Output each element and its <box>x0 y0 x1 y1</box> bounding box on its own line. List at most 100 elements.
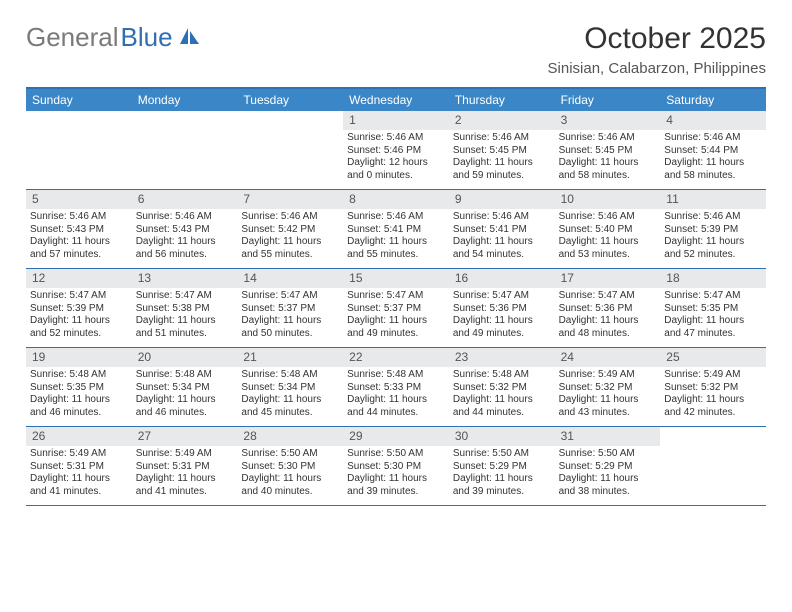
sunset-line: Sunset: 5:34 PM <box>241 382 339 395</box>
day-number: 13 <box>132 269 238 288</box>
sunrise-line: Sunrise: 5:47 AM <box>241 290 339 303</box>
daylight-line: Daylight: 11 hours and 39 minutes. <box>453 473 551 498</box>
sunset-line: Sunset: 5:29 PM <box>453 461 551 474</box>
calendar-day: 13Sunrise: 5:47 AMSunset: 5:38 PMDayligh… <box>132 269 238 347</box>
calendar-day: 16Sunrise: 5:47 AMSunset: 5:36 PMDayligh… <box>449 269 555 347</box>
sunrise-line: Sunrise: 5:46 AM <box>136 211 234 224</box>
daylight-line: Daylight: 11 hours and 43 minutes. <box>559 394 657 419</box>
sunset-line: Sunset: 5:33 PM <box>347 382 445 395</box>
sunrise-line: Sunrise: 5:47 AM <box>347 290 445 303</box>
sunset-line: Sunset: 5:32 PM <box>453 382 551 395</box>
sunset-line: Sunset: 5:39 PM <box>664 224 762 237</box>
daylight-line: Daylight: 11 hours and 41 minutes. <box>30 473 128 498</box>
day-number: 8 <box>343 190 449 209</box>
sunrise-line: Sunrise: 5:47 AM <box>559 290 657 303</box>
sunrise-line: Sunrise: 5:46 AM <box>453 211 551 224</box>
sunset-line: Sunset: 5:32 PM <box>664 382 762 395</box>
calendar-week: 1 Sunrise: 5:46 AM Sunset: 5:46 PM Daylight… <box>26 111 766 190</box>
calendar-day: 19Sunrise: 5:48 AMSunset: 5:35 PMDayligh… <box>26 348 132 426</box>
sunset-line: Sunset: 5:32 PM <box>559 382 657 395</box>
sunset-line: Sunset: 5:34 PM <box>136 382 234 395</box>
daylight-line: Daylight: 11 hours and 46 minutes. <box>136 394 234 419</box>
calendar-week: 19Sunrise: 5:48 AMSunset: 5:35 PMDayligh… <box>26 348 766 427</box>
day-number: 1 <box>343 111 449 130</box>
sunset-line: Sunset: 5:30 PM <box>347 461 445 474</box>
sunset-line: Sunset: 5:30 PM <box>241 461 339 474</box>
calendar-day: 2 Sunrise: 5:46 AMSunset: 5:45 PMDaylight… <box>449 111 555 189</box>
page-subtitle: Sinisian, Calabarzon, Philippines <box>548 60 766 77</box>
calendar-day: 27 Sunrise: 5:49 AMSunset: 5:31 PMDayligh… <box>132 427 238 505</box>
sunrise-line: Sunrise: 5:49 AM <box>559 369 657 382</box>
daylight-line: Daylight: 11 hours and 55 minutes. <box>241 236 339 261</box>
calendar-day: 26Sunrise: 5:49 AMSunset: 5:31 PMDayligh… <box>26 427 132 505</box>
day-number: 21 <box>237 348 343 367</box>
daylight-line: Daylight: 11 hours and 38 minutes. <box>559 473 657 498</box>
calendar-day <box>660 427 766 505</box>
sunrise-line: Sunrise: 5:47 AM <box>136 290 234 303</box>
day-number: 14 <box>237 269 343 288</box>
day-number: 6 <box>132 190 238 209</box>
daylight-line: Daylight: 11 hours and 41 minutes. <box>136 473 234 498</box>
sail-icon <box>177 26 201 46</box>
day-number: 20 <box>132 348 238 367</box>
day-number: 25 <box>660 348 766 367</box>
calendar-day: 14Sunrise: 5:47 AMSunset: 5:37 PMDayligh… <box>237 269 343 347</box>
calendar-day: 24Sunrise: 5:49 AMSunset: 5:32 PMDayligh… <box>555 348 661 426</box>
header: General Blue October 2025 Sinisian, Cala… <box>26 22 766 77</box>
daylight-line: Daylight: 11 hours and 39 minutes. <box>347 473 445 498</box>
sunrise-line: Sunrise: 5:46 AM <box>241 211 339 224</box>
calendar-day: 17Sunrise: 5:47 AMSunset: 5:36 PMDayligh… <box>555 269 661 347</box>
sunset-line: Sunset: 5:45 PM <box>453 145 551 158</box>
sunrise-line: Sunrise: 5:49 AM <box>136 448 234 461</box>
daylight-line: Daylight: 11 hours and 52 minutes. <box>30 315 128 340</box>
daylight-line: Daylight: 11 hours and 48 minutes. <box>559 315 657 340</box>
sunset-line: Sunset: 5:31 PM <box>136 461 234 474</box>
calendar-day: 25 Sunrise: 5:49 AMSunset: 5:32 PMDayligh… <box>660 348 766 426</box>
calendar-week: 12Sunrise: 5:47 AMSunset: 5:39 PMDayligh… <box>26 269 766 348</box>
calendar-day <box>132 111 238 189</box>
calendar-day: 12Sunrise: 5:47 AMSunset: 5:39 PMDayligh… <box>26 269 132 347</box>
daylight-line: Daylight: 11 hours and 55 minutes. <box>347 236 445 261</box>
daylight-line: Daylight: 11 hours and 40 minutes. <box>241 473 339 498</box>
weekday-header: Thursday <box>449 89 555 111</box>
sunrise-line: Sunrise: 5:49 AM <box>664 369 762 382</box>
day-number: 28 <box>237 427 343 446</box>
sunrise-line: Sunrise: 5:46 AM <box>664 132 762 145</box>
sunset-line: Sunset: 5:46 PM <box>347 145 445 158</box>
daylight-line: Daylight: 11 hours and 59 minutes. <box>453 157 551 182</box>
sunrise-line: Sunrise: 5:46 AM <box>453 132 551 145</box>
calendar-day: 4Sunrise: 5:46 AMSunset: 5:44 PMDaylight… <box>660 111 766 189</box>
day-number: 4 <box>660 111 766 130</box>
sunset-line: Sunset: 5:36 PM <box>559 303 657 316</box>
sunrise-line: Sunrise: 5:50 AM <box>241 448 339 461</box>
sunset-line: Sunset: 5:37 PM <box>347 303 445 316</box>
day-number: 3 <box>555 111 661 130</box>
calendar-week: 5Sunrise: 5:46 AMSunset: 5:43 PMDaylight… <box>26 190 766 269</box>
calendar-day: 20Sunrise: 5:48 AMSunset: 5:34 PMDayligh… <box>132 348 238 426</box>
sunset-line: Sunset: 5:35 PM <box>30 382 128 395</box>
day-number: 18 <box>660 269 766 288</box>
sunset-line: Sunset: 5:39 PM <box>30 303 128 316</box>
sunrise-line: Sunrise: 5:47 AM <box>30 290 128 303</box>
sunrise-line: Sunrise: 5:48 AM <box>30 369 128 382</box>
calendar-day: 18Sunrise: 5:47 AMSunset: 5:35 PMDayligh… <box>660 269 766 347</box>
sunset-line: Sunset: 5:31 PM <box>30 461 128 474</box>
daylight-line: Daylight: 11 hours and 52 minutes. <box>664 236 762 261</box>
day-number: 27 <box>132 427 238 446</box>
sunset-line: Sunset: 5:37 PM <box>241 303 339 316</box>
day-number: 9 <box>449 190 555 209</box>
daylight-line: Daylight: 11 hours and 53 minutes. <box>559 236 657 261</box>
daylight-line: Daylight: 11 hours and 42 minutes. <box>664 394 762 419</box>
daylight-line: Daylight: 11 hours and 58 minutes. <box>559 157 657 182</box>
weekday-header: Wednesday <box>343 89 449 111</box>
weekday-header: Saturday <box>660 89 766 111</box>
sunrise-line: Sunrise: 5:50 AM <box>453 448 551 461</box>
day-number: 15 <box>343 269 449 288</box>
calendar-day: 5Sunrise: 5:46 AMSunset: 5:43 PMDaylight… <box>26 190 132 268</box>
sunset-line: Sunset: 5:35 PM <box>664 303 762 316</box>
sunrise-line: Sunrise: 5:50 AM <box>559 448 657 461</box>
calendar-day: 7Sunrise: 5:46 AMSunset: 5:42 PMDaylight… <box>237 190 343 268</box>
sunset-line: Sunset: 5:43 PM <box>136 224 234 237</box>
day-number: 2 <box>449 111 555 130</box>
day-number: 31 <box>555 427 661 446</box>
